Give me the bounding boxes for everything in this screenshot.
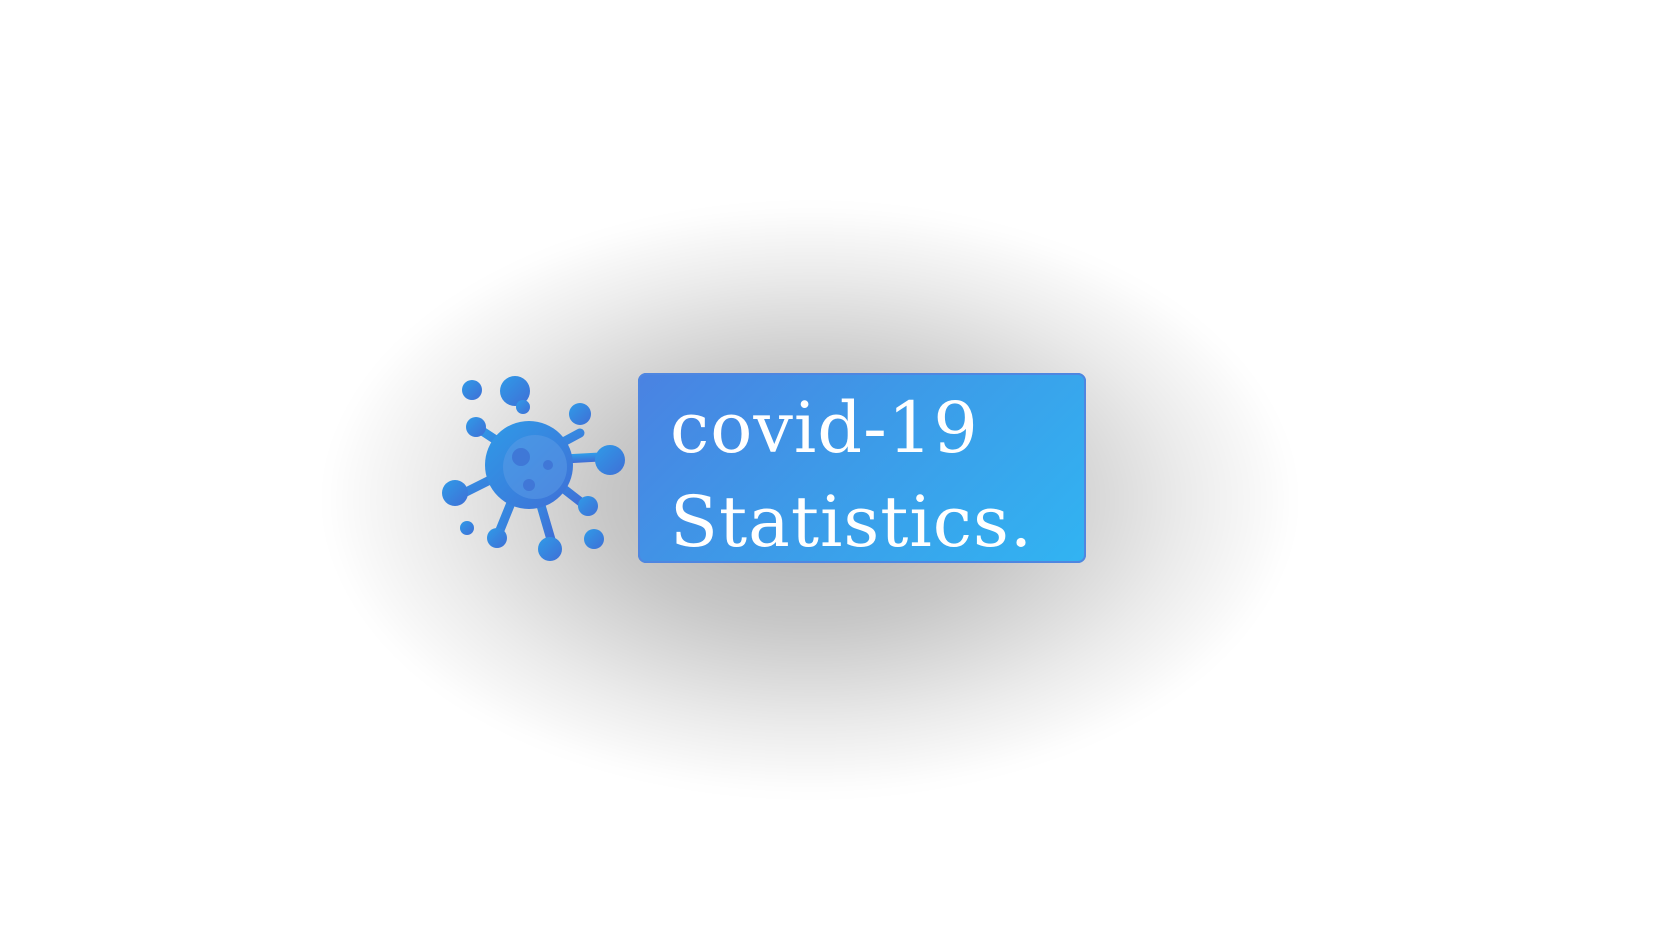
covid-statistics-logo: covid-19 Statistics.	[430, 369, 1090, 569]
title-line-1: covid-19	[670, 387, 979, 469]
title-box: covid-19 Statistics.	[638, 373, 1086, 563]
virus-icon	[442, 376, 625, 561]
title-line-2: Statistics.	[670, 481, 1034, 563]
